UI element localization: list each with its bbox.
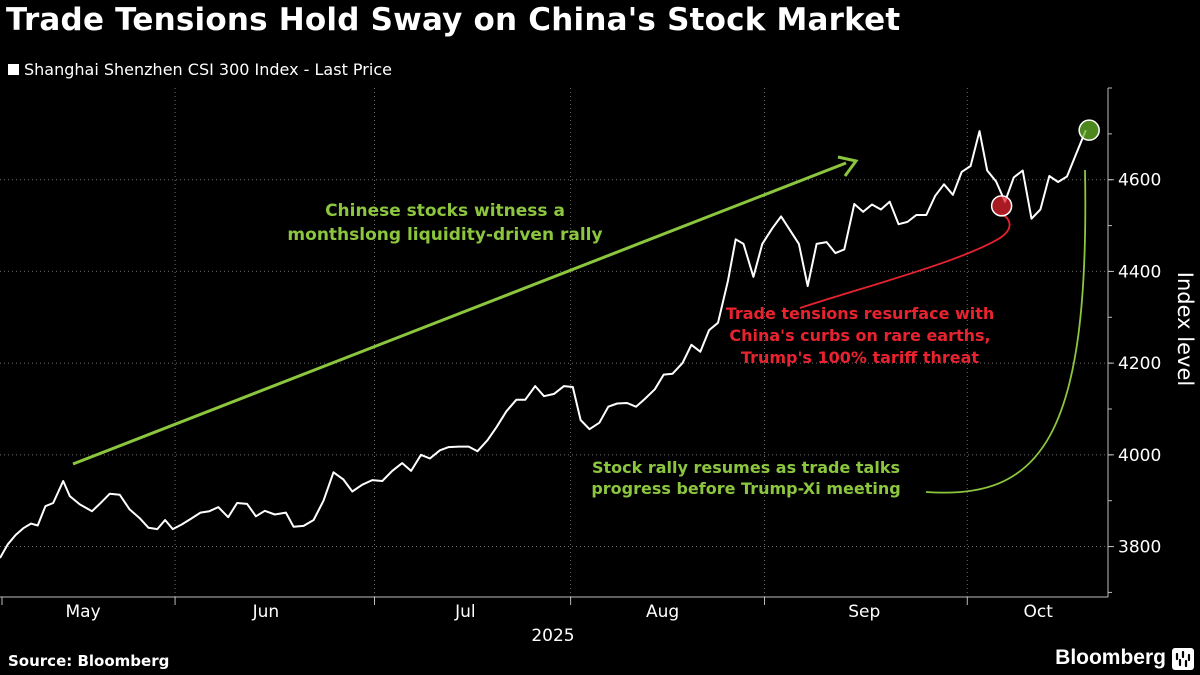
grid bbox=[0, 88, 1108, 597]
x-tick-label: Oct bbox=[1023, 602, 1053, 622]
x-axis-label: 2025 bbox=[531, 626, 574, 646]
annotation-rally-resumes-line: progress before Trump-Xi meeting bbox=[591, 479, 900, 498]
y-axis-label: Index level bbox=[1173, 272, 1197, 386]
annotation-rally-resumes-line: Stock rally resumes as trade talks bbox=[592, 458, 900, 477]
green-high-marker bbox=[1078, 119, 1100, 141]
y-tick-label: 4600 bbox=[1118, 171, 1161, 191]
annotation-trade-tensions-line: Trump's 100% tariff threat bbox=[741, 348, 979, 367]
chart-title: Trade Tensions Hold Sway on China's Stoc… bbox=[6, 2, 901, 38]
x-tick-label: May bbox=[66, 602, 101, 622]
bloomberg-mark-icon bbox=[1172, 648, 1194, 670]
annotation-trade-tensions-line: Trade tensions resurface with bbox=[726, 304, 995, 323]
axes: 3800 4000 4200 4400 4600 May Jun Jul Aug Sep Oct 20… bbox=[0, 87, 1197, 646]
y-tick-label: 4400 bbox=[1118, 262, 1161, 282]
annotation-trade-tensions-line: China's curbs on rare earths, bbox=[729, 326, 990, 345]
tension-connector bbox=[799, 213, 1011, 309]
x-tick-label: Sep bbox=[848, 602, 880, 622]
annotation-rally-line: Chinese stocks witness a bbox=[325, 201, 565, 221]
x-tick-label: Jun bbox=[252, 602, 280, 622]
annotation-trade-tensions: Trade tensions resurface with China's cur… bbox=[726, 304, 995, 367]
series bbox=[0, 129, 1087, 559]
y-tick-label: 4200 bbox=[1118, 354, 1161, 374]
source-note: Source: Bloomberg bbox=[8, 652, 170, 670]
annotation-rally: Chinese stocks witness a monthslong liqui… bbox=[287, 201, 602, 245]
rally-arrow-head bbox=[837, 155, 859, 177]
bloomberg-logo: Bloomberg bbox=[1055, 646, 1166, 669]
x-tick-label: Aug bbox=[646, 602, 679, 622]
legend: Shanghai Shenzhen CSI 300 Index - Last P… bbox=[8, 60, 392, 79]
markers bbox=[990, 119, 1100, 217]
y-tick-label: 4000 bbox=[1118, 446, 1161, 466]
legend-label: Shanghai Shenzhen CSI 300 Index - Last P… bbox=[24, 60, 392, 79]
annotations: Chinese stocks witness a monthslong liqui… bbox=[72, 155, 1087, 498]
resume-connector bbox=[925, 169, 1087, 494]
series-line bbox=[0, 129, 1087, 559]
y-tick-label: 3800 bbox=[1118, 538, 1161, 558]
annotation-rally-line: monthslong liquidity-driven rally bbox=[287, 225, 602, 245]
red-low-marker bbox=[990, 195, 1013, 217]
annotation-rally-resumes: Stock rally resumes as trade talks progre… bbox=[591, 458, 900, 498]
x-tick-label: Jul bbox=[454, 602, 476, 622]
legend-swatch bbox=[8, 64, 19, 75]
rally-arrow-line bbox=[72, 161, 847, 466]
